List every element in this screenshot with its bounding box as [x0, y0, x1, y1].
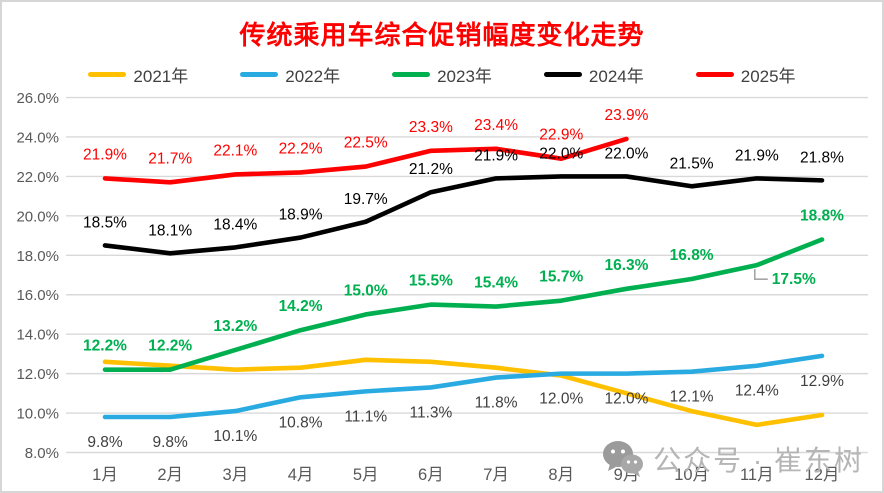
data-label: 16.8%	[670, 247, 714, 264]
data-label: 12.2%	[148, 338, 192, 355]
y-axis-label: 10.0%	[16, 406, 59, 423]
data-label: 22.0%	[604, 145, 648, 162]
chart-title: 传统乘用车综合促销幅度变化走势	[239, 20, 645, 50]
legend: 2021年 2022年 2023年 2024年 2025年	[2, 62, 882, 87]
series-line-2023年	[102, 237, 825, 372]
legend-swatch	[695, 72, 734, 77]
x-axis-label: 2月	[157, 466, 183, 484]
data-label: 21.9%	[735, 147, 779, 164]
data-label: 19.7%	[344, 191, 388, 208]
legend-item-2023年: 2023年	[392, 62, 492, 87]
data-label: 10.8%	[279, 414, 323, 431]
data-label: 10.1%	[213, 428, 257, 445]
watermark-text: 公众号 · 崔东树	[653, 445, 864, 476]
data-label: 18.9%	[279, 207, 323, 224]
legend-swatch	[240, 72, 279, 77]
legend-label: 2024年	[588, 67, 644, 86]
legend-label: 2021年	[133, 67, 189, 86]
y-axis-label: 12.0%	[16, 366, 59, 383]
data-label: 23.4%	[474, 117, 518, 134]
data-label: 12.0%	[604, 391, 648, 408]
x-axis-label: 7月	[483, 466, 509, 484]
data-label: 15.0%	[344, 282, 388, 299]
series-line-2024年	[102, 174, 825, 256]
data-label: 13.2%	[213, 318, 257, 335]
data-label: 22.1%	[213, 142, 257, 159]
y-axis-label: 16.0%	[16, 287, 59, 304]
data-label: 9.8%	[153, 434, 189, 451]
callout-leader	[753, 269, 768, 280]
x-axis-label: 6月	[418, 466, 444, 484]
y-axis-label: 18.0%	[16, 248, 59, 265]
y-axis-label: 26.0%	[16, 90, 59, 107]
data-label: 15.4%	[474, 275, 518, 292]
x-axis-label: 10月	[674, 466, 709, 484]
data-label: 12.2%	[83, 338, 127, 355]
data-label: 12.4%	[735, 383, 779, 400]
data-label: 21.9%	[83, 146, 127, 163]
data-label: 21.2%	[409, 161, 453, 178]
data-label: 22.2%	[279, 140, 323, 157]
legend-swatch	[88, 72, 127, 77]
data-label: 12.1%	[670, 389, 714, 406]
legend-swatch	[543, 72, 582, 77]
data-label: 11.1%	[344, 408, 387, 425]
data-label: 18.5%	[83, 214, 127, 231]
y-axis-label: 20.0%	[16, 208, 59, 225]
series-line-2025年	[102, 136, 629, 185]
y-axis-label: 22.0%	[16, 169, 59, 186]
x-axis-label: 12月	[805, 466, 840, 484]
x-axis-label: 8月	[548, 466, 574, 484]
legend-label: 2023年	[437, 67, 492, 86]
data-label: 22.0%	[539, 145, 583, 162]
x-axis-label: 4月	[288, 466, 314, 484]
data-label: 14.2%	[279, 298, 323, 315]
data-label: 12.9%	[800, 373, 844, 390]
legend-item-2021年: 2021年	[88, 62, 188, 87]
series-line-2022年	[102, 353, 825, 420]
watermark: 公众号 · 崔东树	[602, 439, 864, 479]
data-label: 21.5%	[670, 155, 714, 172]
legend-item-2024年: 2024年	[543, 62, 644, 87]
legend-label: 2025年	[740, 67, 796, 86]
data-label: 16.3%	[604, 257, 648, 274]
legend-item-2025年: 2025年	[695, 62, 796, 87]
data-label: 18.1%	[148, 222, 192, 239]
wechat-icon	[603, 441, 644, 477]
data-label: 21.9%	[474, 147, 518, 164]
legend-item-2022年: 2022年	[240, 62, 340, 87]
data-label: 21.8%	[800, 149, 844, 166]
x-axis-label: 5月	[353, 466, 379, 484]
data-label: 15.5%	[409, 273, 453, 290]
y-axis-label: 8.0%	[25, 445, 59, 462]
data-label: 23.9%	[604, 107, 648, 124]
legend-swatch	[392, 72, 431, 77]
data-label: 17.5%	[772, 271, 816, 288]
data-label: 18.8%	[800, 208, 844, 225]
data-label: 9.8%	[87, 434, 123, 451]
data-label: 11.3%	[409, 404, 452, 421]
y-axis-label: 14.0%	[16, 327, 59, 344]
data-label: 23.3%	[409, 119, 453, 136]
legend-label: 2022年	[285, 67, 341, 86]
data-label: 22.5%	[344, 135, 388, 152]
data-label: 15.7%	[539, 269, 583, 286]
series-line-2021年	[102, 357, 825, 428]
data-label: 18.4%	[213, 216, 257, 233]
data-label: 22.9%	[539, 127, 583, 144]
data-label: 12.0%	[539, 391, 583, 408]
x-axis-label: 1月	[92, 466, 118, 484]
y-axis-label: 24.0%	[16, 129, 59, 146]
x-axis-label: 11月	[740, 466, 774, 484]
x-axis-label: 3月	[223, 466, 249, 484]
data-label: 11.8%	[475, 395, 518, 412]
data-label: 21.7%	[148, 150, 192, 167]
